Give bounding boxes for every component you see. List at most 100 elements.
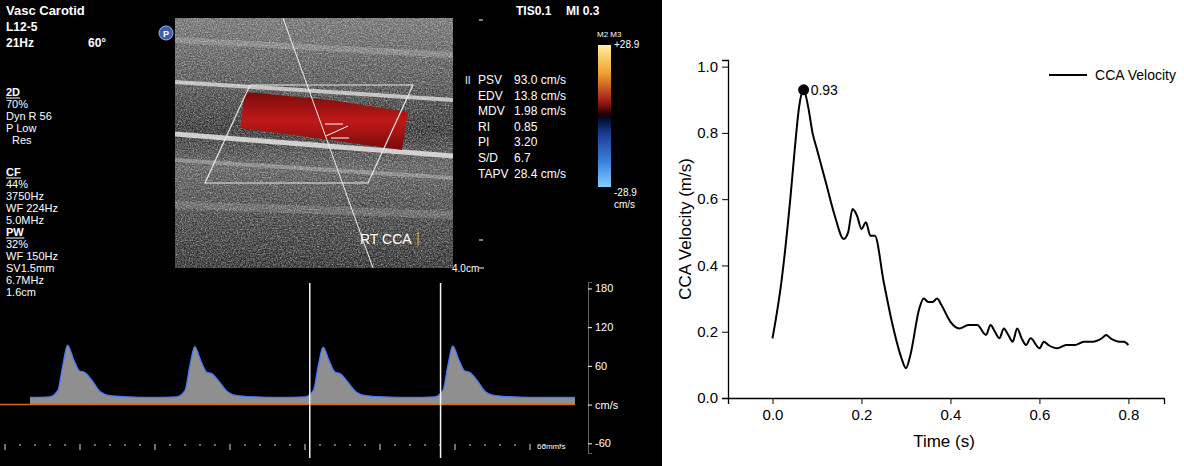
mode-param: WF 224Hz — [6, 202, 58, 214]
transducer: L12-5 — [6, 20, 38, 34]
mode-param: Res — [12, 134, 32, 146]
time-tick — [440, 444, 441, 446]
tick: -60 — [588, 437, 611, 449]
time-tick — [110, 444, 111, 446]
time-tick — [380, 444, 381, 450]
spectral-plot — [30, 345, 575, 404]
time-tick — [275, 444, 276, 446]
measurement-label: TAPV — [478, 167, 508, 181]
spectral-axis: 180 120 60 cm/s -60 — [588, 282, 619, 453]
tick-label: 0.2 — [852, 406, 873, 423]
time-tick — [155, 444, 156, 450]
time-tick — [335, 444, 336, 446]
tick-mark — [1039, 398, 1040, 404]
time-tick — [65, 444, 66, 446]
vessel-label: RT CCA — [360, 231, 412, 247]
text-cursor — [418, 232, 419, 246]
y-axis: 0.00.20.40.60.81.0 — [697, 58, 728, 406]
time-cursor — [309, 283, 311, 458]
mode-param: 5.0MHz — [6, 214, 44, 226]
mode-param: P Low — [6, 122, 36, 134]
baseline — [0, 404, 575, 406]
measurement-value: 1.98 cm/s — [514, 104, 566, 118]
depth-mark — [479, 20, 483, 21]
tick-mark — [722, 398, 728, 399]
tick-label: 0.2 — [697, 323, 718, 340]
tick-label: 0.8 — [697, 124, 718, 141]
mode-param: 1.6cm — [6, 286, 36, 298]
time-tick — [20, 444, 21, 446]
measurement-value: 93.0 cm/s — [514, 73, 566, 87]
measurement-value: 0.85 — [514, 120, 538, 134]
annotation-label: 0.93 — [811, 82, 838, 98]
sample-gate — [325, 124, 343, 125]
tick-mark — [588, 405, 592, 406]
plot-area — [772, 84, 1128, 368]
mode-param: 32% — [6, 238, 28, 250]
tick-label: 0.6 — [1029, 406, 1050, 423]
tick-label: 0.0 — [697, 389, 718, 406]
index: TIS0.1 — [516, 4, 552, 18]
mode-param: 3750Hz — [6, 190, 44, 202]
mode-name: PW — [6, 226, 24, 238]
measurement-label: MDV — [478, 104, 505, 118]
tick-mark — [722, 199, 728, 200]
tick: 0.2 — [852, 398, 873, 423]
series-line — [772, 90, 1128, 368]
colour-bar — [598, 45, 611, 187]
time-tick — [425, 444, 426, 446]
ultrasound-panel: Vasc CarotidL12-521Hz60°P2D70%Dyn R 56P … — [0, 0, 662, 466]
badge: P — [163, 29, 169, 39]
time-tick — [230, 444, 231, 450]
measurement-label: PSV — [478, 73, 502, 87]
legend: CCA Velocity — [1049, 67, 1176, 83]
depth: 4.0cm — [452, 263, 479, 274]
time-tick — [410, 444, 411, 446]
time-tick — [395, 444, 396, 446]
tick-label: 0.6 — [697, 190, 718, 207]
speckle — [175, 18, 453, 268]
tick-mark — [588, 443, 592, 444]
sample-gate — [331, 138, 349, 139]
mode-param: SV1.5mm — [6, 262, 54, 274]
tick-mark — [861, 398, 862, 404]
colour-bar-max: +28.9 — [614, 39, 640, 50]
legend-label: CCA Velocity — [1095, 67, 1176, 83]
measurement-value: 13.8 cm/s — [514, 89, 566, 103]
b-mode-image — [175, 18, 453, 268]
tick-mark — [722, 67, 728, 68]
tick-label: cm/s — [595, 399, 619, 411]
tick-label: 0.8 — [1118, 406, 1139, 423]
tick-mark — [722, 332, 728, 333]
time-tick — [50, 444, 51, 446]
colour-bar-min: -28.9 — [614, 187, 637, 198]
tick: 60 — [588, 360, 607, 372]
spectrum — [30, 345, 575, 404]
axis-line — [729, 399, 1165, 405]
tick-label: 1.0 — [697, 58, 718, 75]
depth-mark — [479, 240, 483, 241]
time-tick — [140, 444, 141, 446]
colour-bar-label: M2 M3 — [597, 30, 622, 39]
tick: 180 — [588, 282, 613, 294]
measurement-value: 6.7 — [514, 151, 531, 165]
time-tick — [485, 444, 486, 446]
tick-label: 120 — [595, 321, 613, 333]
measurement-label: EDV — [478, 89, 503, 103]
measurement-label: RI — [478, 120, 490, 134]
tick: 0.8 — [697, 124, 728, 141]
measurement-label: S/D — [478, 151, 498, 165]
time-cursor — [440, 283, 442, 458]
measurement-value: 3.20 — [514, 135, 538, 149]
mode-param: 44% — [6, 178, 28, 190]
x-axis: 0.00.20.40.60.8 — [729, 398, 1165, 423]
colour-flow — [240, 92, 408, 150]
panel-background — [0, 0, 662, 466]
time-tick — [290, 444, 291, 446]
tissue — [175, 18, 453, 268]
tick: 1.0 — [697, 58, 728, 75]
tick: 0.0 — [763, 398, 784, 423]
tick-label: 60 — [595, 360, 607, 372]
time-tick — [170, 444, 171, 446]
mode-param: Dyn R 56 — [6, 110, 52, 122]
